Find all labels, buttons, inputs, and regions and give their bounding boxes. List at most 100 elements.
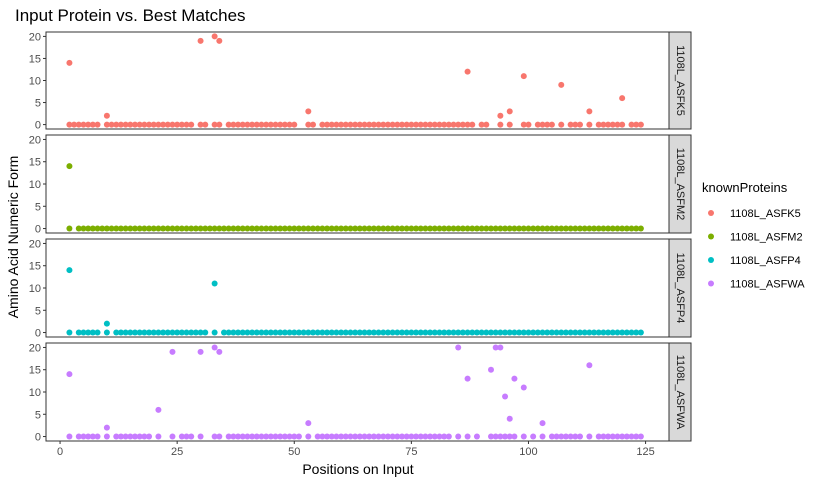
data-point (338, 121, 345, 128)
data-point (89, 433, 96, 440)
legend-item: 1108L_ASFP4 (708, 255, 801, 267)
data-point (244, 329, 251, 336)
data-point (577, 433, 583, 440)
data-point (281, 433, 288, 440)
data-point (633, 225, 640, 232)
data-point (586, 225, 593, 232)
data-point (188, 225, 195, 232)
data-point (305, 108, 312, 115)
y-tick-label: 15 (29, 53, 41, 65)
data-point (633, 433, 640, 440)
facet-strip (668, 238, 692, 338)
data-point (85, 433, 92, 440)
data-point (174, 225, 181, 232)
x-tick-label: 75 (405, 446, 417, 458)
data-point (338, 433, 345, 440)
data-point (399, 433, 405, 440)
data-point (502, 329, 509, 336)
data-point (281, 329, 288, 336)
data-point (399, 225, 405, 232)
data-point (211, 329, 218, 336)
series-points (66, 267, 644, 336)
data-point (314, 433, 321, 440)
data-point (488, 225, 494, 232)
data-point (464, 433, 471, 440)
data-point (520, 73, 527, 80)
y-tick-label: 5 (35, 98, 41, 110)
data-point (422, 329, 429, 336)
data-point (572, 121, 579, 128)
data-point (464, 68, 471, 75)
data-point (595, 121, 602, 128)
x-axis-label: Positions on Input (302, 461, 413, 477)
data-point (103, 433, 110, 440)
data-point (403, 225, 410, 232)
data-point (567, 329, 574, 336)
data-point (394, 225, 401, 232)
data-point (164, 329, 171, 336)
data-point (263, 329, 270, 336)
data-point (272, 329, 279, 336)
data-point (380, 329, 387, 336)
legend-marker (708, 210, 714, 216)
y-tick-label: 0 (35, 432, 41, 444)
data-point (366, 225, 373, 232)
data-point (211, 33, 218, 40)
data-point (286, 121, 293, 128)
data-point (427, 329, 434, 336)
data-point (117, 433, 124, 440)
data-point (122, 433, 129, 440)
data-point (310, 329, 316, 336)
data-point (445, 433, 452, 440)
data-point (244, 121, 251, 128)
data-point (370, 121, 377, 128)
data-point (497, 329, 504, 336)
data-point (520, 384, 527, 391)
data-point (235, 225, 242, 232)
data-point (192, 329, 199, 336)
data-point (478, 329, 485, 336)
data-point (605, 121, 612, 128)
data-point (361, 433, 368, 440)
data-point (300, 329, 307, 336)
data-point (113, 433, 120, 440)
data-point (356, 225, 363, 232)
data-point (403, 433, 410, 440)
data-point (169, 225, 176, 232)
data-point (544, 225, 551, 232)
data-point (609, 329, 616, 336)
data-point (436, 329, 443, 336)
data-point (286, 433, 293, 440)
data-point (511, 329, 518, 336)
data-point (361, 121, 368, 128)
data-point (305, 121, 312, 128)
data-point (548, 225, 555, 232)
y-tick-label: 15 (29, 157, 41, 169)
data-point (160, 329, 167, 336)
data-point (628, 329, 635, 336)
data-point (464, 121, 471, 128)
data-point (141, 121, 148, 128)
data-point (197, 37, 204, 44)
data-point (192, 225, 199, 232)
data-point (370, 329, 377, 336)
data-point (558, 81, 565, 88)
data-point (132, 433, 138, 440)
data-point (117, 121, 124, 128)
data-point (609, 121, 616, 128)
data-point (520, 433, 527, 440)
data-point (366, 433, 373, 440)
y-tick-label: 10 (29, 283, 41, 295)
data-point (230, 225, 237, 232)
data-point (600, 433, 607, 440)
data-point (492, 225, 499, 232)
y-tick-label: 15 (29, 261, 41, 273)
legend-item: 1108L_ASFM2 (708, 232, 803, 244)
data-point (155, 406, 162, 413)
data-point (267, 433, 274, 440)
data-point (366, 329, 373, 336)
data-point (403, 121, 410, 128)
data-point (375, 329, 382, 336)
x-axis: 0 25 50 75 100 125 (57, 441, 655, 458)
data-point (272, 121, 279, 128)
